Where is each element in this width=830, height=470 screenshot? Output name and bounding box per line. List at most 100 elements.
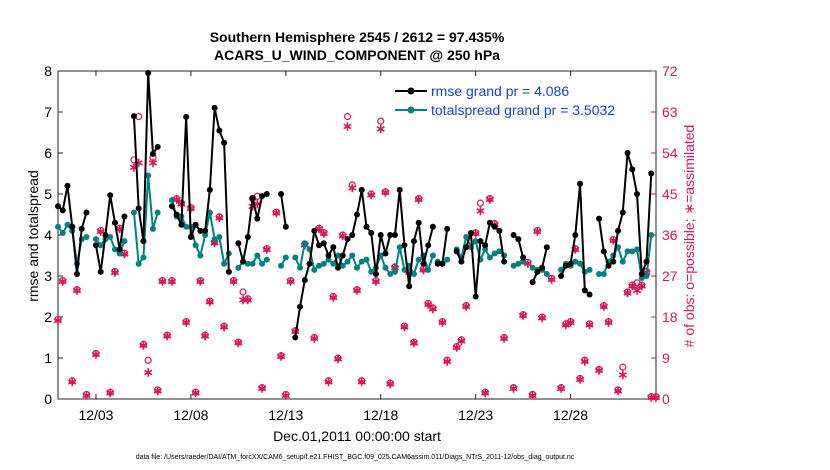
obs-assimilated-marker: ∗ xyxy=(418,262,429,277)
rmse-point xyxy=(562,262,569,269)
rmse-point xyxy=(216,127,223,134)
rmse-point xyxy=(429,223,436,230)
y-right-tick-label: 9 xyxy=(662,350,670,366)
rmse-point xyxy=(634,191,641,197)
spread-point xyxy=(596,270,603,277)
y-right-tick-label: 45 xyxy=(662,186,678,202)
obs-possible-marker xyxy=(638,281,646,289)
obs-assimilated-marker: ∗ xyxy=(371,274,382,289)
rmse-point xyxy=(135,205,142,212)
rmse-point xyxy=(391,232,398,238)
spread-point xyxy=(130,209,137,216)
obs-possible-marker xyxy=(372,276,380,285)
obs-assimilated-marker: ∗ xyxy=(157,274,168,289)
spread-point xyxy=(145,172,152,179)
obs-assimilated-marker: ∗ xyxy=(437,315,448,330)
rmse-point xyxy=(330,244,337,251)
rmse-point xyxy=(244,234,251,241)
obs-possible-marker xyxy=(111,267,119,276)
rmse-point xyxy=(240,258,247,265)
obs-assimilated-marker: ∗ xyxy=(185,201,196,216)
rmse-point xyxy=(183,113,190,120)
obs-assimilated-marker: ∗ xyxy=(347,180,358,195)
spread-point xyxy=(463,234,470,241)
data-file-footer: data file: /Users/raeder/DAI/ATM_forcXX/… xyxy=(136,454,575,461)
rmse-point xyxy=(581,287,588,294)
rmse-point xyxy=(335,264,342,271)
obs-possible-marker xyxy=(600,302,608,310)
rmse-point xyxy=(344,236,351,243)
axes-group: 12/03 12/08 12/13 12/18 12/23 12/280123456780… xyxy=(44,63,678,423)
obs-assimilated-marker: ∗ xyxy=(565,315,576,330)
obs-assimilated-marker: ∗ xyxy=(456,333,467,348)
obs-assimilated-marker: ∗ xyxy=(598,299,609,314)
obs-assimilated-marker: ∗ xyxy=(627,278,638,293)
obs-assimilated-marker: ∗ xyxy=(356,374,367,389)
rmse-point xyxy=(206,186,213,193)
spread-point xyxy=(577,260,584,267)
y-left-tick-label: 4 xyxy=(44,227,52,243)
rmse-point xyxy=(92,242,99,249)
rmse-point xyxy=(316,242,323,249)
obs-assimilated-marker: ∗ xyxy=(72,283,83,298)
y-left-tick-label: 6 xyxy=(44,145,52,161)
rmse-point xyxy=(192,221,199,228)
obs-possible-marker xyxy=(595,365,603,373)
obs-assimilated-marker: ∗ xyxy=(328,290,339,305)
obs-possible-marker xyxy=(59,276,67,285)
rmse-point xyxy=(572,232,579,238)
obs-possible-marker xyxy=(68,377,76,385)
spread-point xyxy=(600,270,607,277)
obs-assimilated-marker: ∗ xyxy=(57,274,68,289)
obs-assimilated-marker: ∗ xyxy=(461,299,472,314)
obs-assimilated-marker: ∗ xyxy=(518,308,529,323)
spread-point xyxy=(149,225,156,232)
spread-point xyxy=(358,258,365,265)
x-tick-label: 12/23 xyxy=(458,407,493,423)
spread-point xyxy=(301,240,308,247)
rmse-point xyxy=(638,270,645,277)
obs-possible-marker xyxy=(343,112,352,121)
spread-point xyxy=(244,260,251,267)
obs-possible-marker xyxy=(348,181,356,189)
spread-point xyxy=(401,266,408,273)
rmse-point xyxy=(486,219,493,226)
legend-rmse-label: rmse grand pr = 4.086 xyxy=(431,83,569,99)
obs-possible-marker xyxy=(168,276,176,285)
lines-layer xyxy=(55,70,655,341)
spread-point xyxy=(107,234,114,241)
spread-point xyxy=(629,248,636,255)
obs-assimilated-marker: ∗ xyxy=(271,205,282,220)
obs-count-layer: ∗∗∗∗∗∗∗∗∗∗∗∗∗∗∗∗∗∗∗∗∗∗∗∗∗∗∗∗∗∗∗∗∗∗∗∗∗∗∗∗… xyxy=(53,112,661,405)
obs-possible-marker xyxy=(510,384,518,392)
rmse-point xyxy=(491,223,498,230)
obs-possible-marker xyxy=(192,388,200,396)
rmse-point xyxy=(610,258,617,265)
rmse-point xyxy=(624,150,631,156)
obs-assimilated-marker: ∗ xyxy=(632,283,643,298)
spread-point xyxy=(491,250,498,257)
legend-rmse-swatch-marker xyxy=(407,87,415,95)
spread-point xyxy=(83,234,90,241)
obs-assimilated-marker: ∗ xyxy=(318,226,329,241)
legend-spread-swatch-marker xyxy=(407,106,415,114)
spread-point xyxy=(496,248,503,255)
spread-point xyxy=(382,264,389,271)
obs-assimilated-marker: ∗ xyxy=(537,310,548,325)
spread-point xyxy=(221,260,228,267)
spread-point xyxy=(410,270,417,277)
spread-point xyxy=(529,264,536,271)
rmse-point xyxy=(282,223,289,230)
rmse-point xyxy=(187,234,194,241)
obs-possible-marker xyxy=(82,390,91,399)
rmse-point xyxy=(102,232,109,238)
spread-point xyxy=(520,258,527,265)
obs-possible-marker xyxy=(453,343,461,351)
obs-possible-marker xyxy=(614,386,622,394)
obs-assimilated-marker: ∗ xyxy=(204,294,215,309)
obs-assimilated-marker: ∗ xyxy=(95,223,106,238)
obs-possible-marker xyxy=(581,356,589,364)
rmse-point xyxy=(211,104,218,111)
obs-assimilated-marker: ∗ xyxy=(413,192,424,207)
obs-assimilated-marker: ∗ xyxy=(257,381,268,396)
